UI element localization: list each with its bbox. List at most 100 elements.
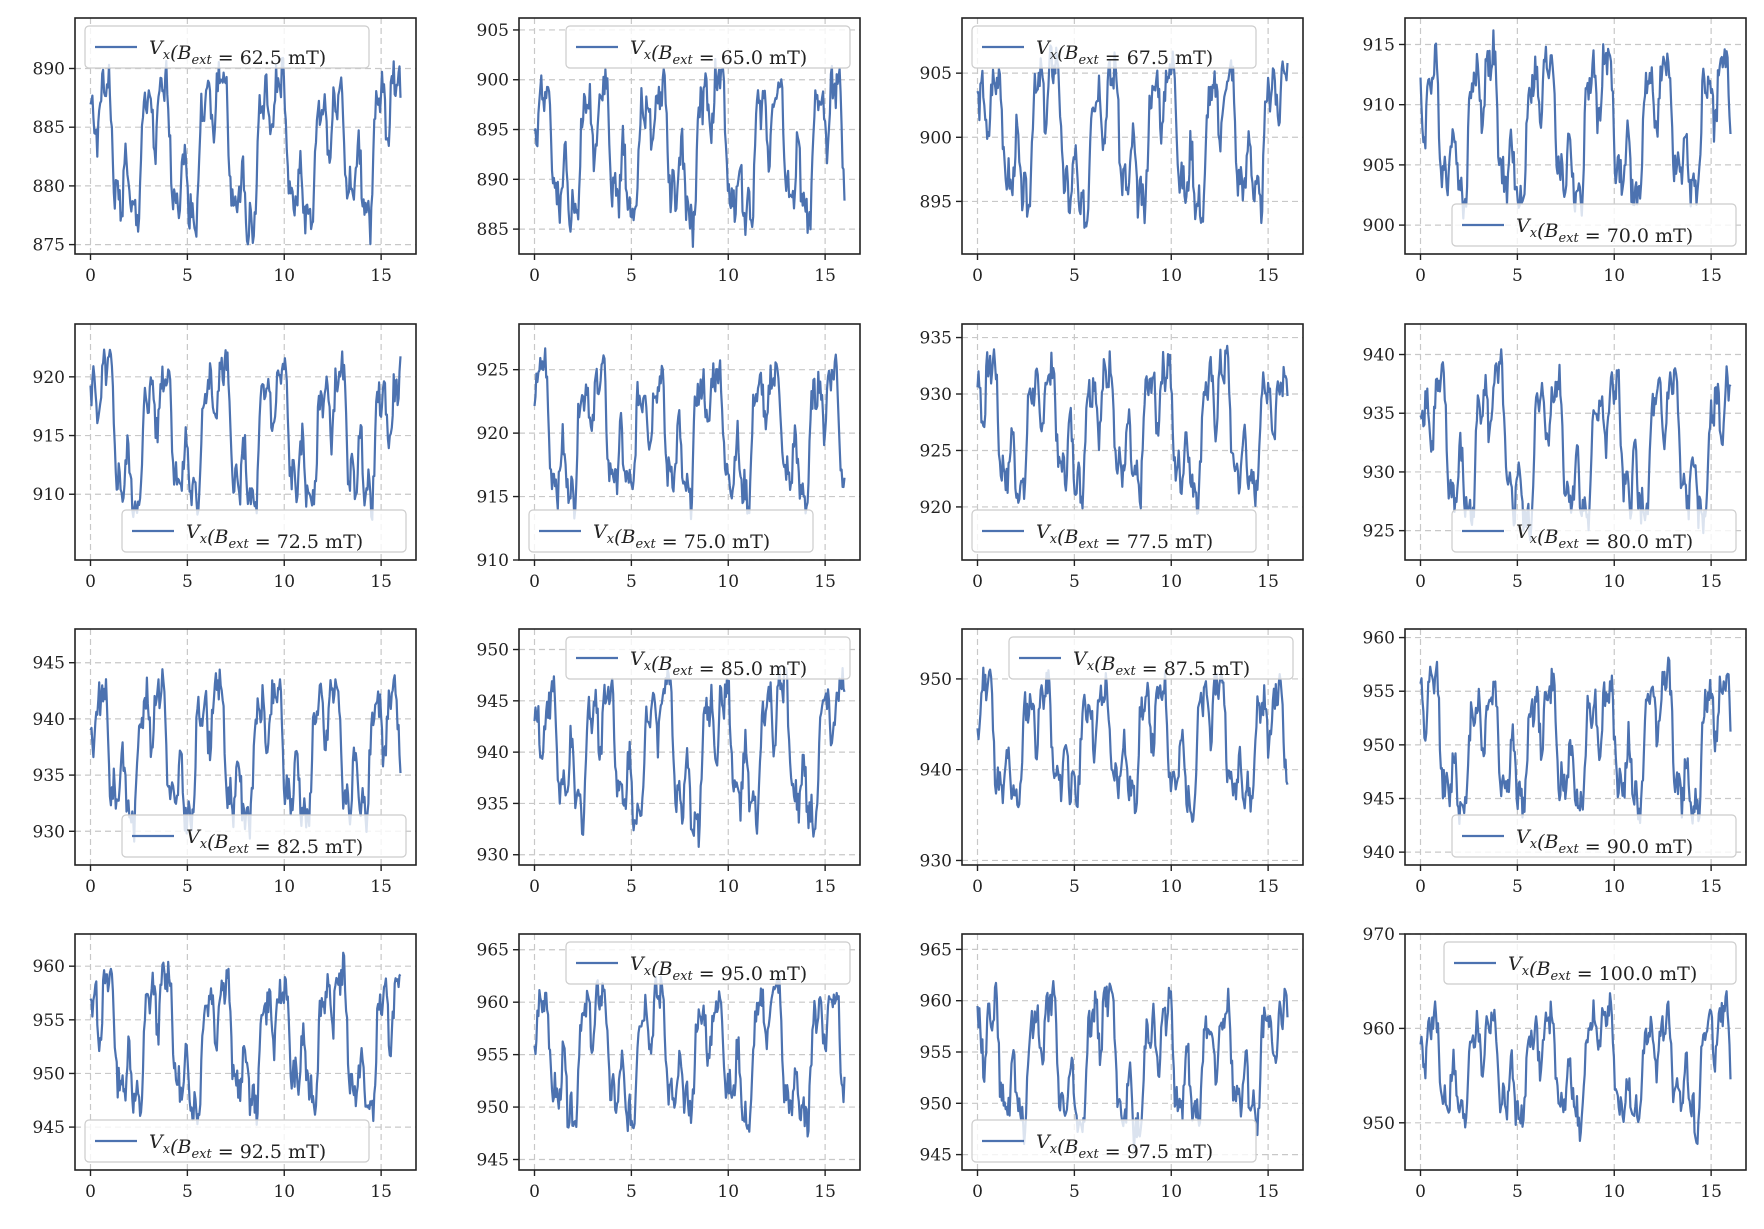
y-tick-label: 925 xyxy=(477,361,509,381)
axes-frame xyxy=(518,323,861,561)
x-tick-label: 5 xyxy=(1512,1182,1523,1202)
x-tick-label: 0 xyxy=(85,1182,96,1202)
x-tick-label: 15 xyxy=(370,1182,392,1202)
legend-box xyxy=(1008,636,1294,680)
legend-box xyxy=(528,509,814,553)
x-tick-label: 0 xyxy=(529,877,540,897)
axes-frame xyxy=(518,628,861,866)
y-tick-label: 920 xyxy=(477,424,509,444)
legend: Vx(Bext = 100.0 mT) xyxy=(1443,941,1737,985)
y-tick-label: 905 xyxy=(477,21,509,41)
y-tick-label: 915 xyxy=(477,488,509,508)
y-tick-label: 945 xyxy=(33,1118,65,1138)
y-tick-label: 910 xyxy=(33,485,65,505)
series-line xyxy=(533,58,846,248)
axes-frame xyxy=(1404,933,1747,1171)
y-tick-label: 960 xyxy=(1363,629,1395,649)
axes-frame xyxy=(74,323,417,561)
x-tick-label: 10 xyxy=(273,572,295,592)
legend-box xyxy=(565,25,851,69)
y-tick-label: 960 xyxy=(33,957,65,977)
legend: Vx(Bext = 82.5 mT) xyxy=(121,814,407,858)
series-line xyxy=(1419,656,1732,825)
y-tick-label: 950 xyxy=(920,670,952,690)
y-tick-label: 940 xyxy=(1363,843,1395,863)
series-line xyxy=(1419,29,1732,220)
x-tick-label: 15 xyxy=(1257,266,1279,286)
series-line xyxy=(976,344,1289,515)
panel-77-5: 0 5 10 15 920 925 930 935 Vx(Bext = 77.5 mT) xyxy=(920,323,1304,592)
legend-box xyxy=(1451,814,1737,858)
axes-frame xyxy=(961,628,1304,866)
y-tick-label: 890 xyxy=(477,170,509,190)
panel-70-0: 0 5 10 15 900 905 910 915 Vx(Bext = 70.0 mT) xyxy=(1363,17,1747,286)
legend: Vx(Bext = 62.5 mT) xyxy=(84,25,370,69)
x-tick-label: 15 xyxy=(1700,572,1722,592)
series-line xyxy=(89,951,402,1126)
legend-label: Vx(Bext = 65.0 mT) xyxy=(630,37,807,69)
x-tick-label: 10 xyxy=(1603,572,1625,592)
legend-label: Vx(Bext = 70.0 mT) xyxy=(1516,215,1693,247)
y-tick-label: 940 xyxy=(477,743,509,763)
legend-label: Vx(Bext = 80.0 mT) xyxy=(1516,521,1693,553)
y-tick-label: 950 xyxy=(920,1094,952,1114)
axes-frame xyxy=(74,933,417,1171)
legend-label: Vx(Bext = 75.0 mT) xyxy=(593,521,770,553)
panel-67-5: 0 5 10 15 895 900 905 Vx(Bext = 67.5 mT) xyxy=(920,17,1304,286)
legend: Vx(Bext = 75.0 mT) xyxy=(528,509,814,553)
panel-90-0: 0 5 10 15 940 945 950 955 960 Vx(Bext = 90.0 mT) xyxy=(1363,628,1747,897)
x-tick-label: 5 xyxy=(1069,1182,1080,1202)
x-tick-label: 10 xyxy=(273,266,295,286)
legend-box xyxy=(1451,509,1737,553)
axes-frame xyxy=(961,17,1304,255)
y-tick-label: 935 xyxy=(920,329,952,349)
legend-box xyxy=(84,1119,370,1163)
y-tick-label: 895 xyxy=(920,192,952,212)
y-tick-label: 950 xyxy=(1363,736,1395,756)
axes-frame xyxy=(74,628,417,866)
y-tick-label: 955 xyxy=(1363,682,1395,702)
legend: Vx(Bext = 80.0 mT) xyxy=(1451,509,1737,553)
x-tick-label: 10 xyxy=(273,877,295,897)
y-tick-label: 950 xyxy=(1363,1114,1395,1134)
panel-92-5: 0 5 10 15 945 950 955 960 Vx(Bext = 92.5 mT) xyxy=(33,933,417,1202)
x-tick-label: 15 xyxy=(814,266,836,286)
x-tick-label: 15 xyxy=(1257,572,1279,592)
x-tick-label: 0 xyxy=(85,266,96,286)
y-tick-label: 905 xyxy=(1363,156,1395,176)
legend-label: Vx(Bext = 92.5 mT) xyxy=(149,1131,326,1163)
series-line xyxy=(89,348,402,521)
x-tick-label: 0 xyxy=(1415,572,1426,592)
legend-box xyxy=(1451,203,1737,247)
y-tick-label: 960 xyxy=(920,992,952,1012)
y-tick-label: 935 xyxy=(1363,404,1395,424)
y-tick-label: 930 xyxy=(33,822,65,842)
legend-label: Vx(Bext = 82.5 mT) xyxy=(186,826,363,858)
y-tick-label: 930 xyxy=(920,851,952,871)
legend-box xyxy=(84,25,370,69)
y-tick-label: 885 xyxy=(477,220,509,240)
x-tick-label: 5 xyxy=(626,1182,637,1202)
axes-frame xyxy=(518,933,861,1171)
y-tick-label: 890 xyxy=(33,59,65,79)
y-tick-label: 930 xyxy=(1363,463,1395,483)
y-tick-label: 945 xyxy=(1363,789,1395,809)
y-tick-label: 925 xyxy=(1363,522,1395,542)
x-tick-label: 15 xyxy=(370,266,392,286)
x-tick-label: 5 xyxy=(182,572,193,592)
legend-label: Vx(Bext = 77.5 mT) xyxy=(1036,521,1213,553)
x-tick-label: 0 xyxy=(972,1182,983,1202)
x-tick-label: 5 xyxy=(182,1182,193,1202)
axes-frame xyxy=(1404,17,1747,255)
x-tick-label: 5 xyxy=(1069,572,1080,592)
legend-box xyxy=(121,509,407,553)
x-tick-label: 0 xyxy=(529,1182,540,1202)
y-tick-label: 940 xyxy=(920,761,952,781)
panel-62-5: 0 5 10 15 875 880 885 890 Vx(Bext = 62.5 mT) xyxy=(33,17,417,286)
legend: Vx(Bext = 87.5 mT) xyxy=(1008,636,1294,680)
y-tick-label: 905 xyxy=(920,64,952,84)
y-tick-label: 965 xyxy=(920,940,952,960)
y-tick-label: 920 xyxy=(920,498,952,518)
x-tick-label: 5 xyxy=(1069,266,1080,286)
